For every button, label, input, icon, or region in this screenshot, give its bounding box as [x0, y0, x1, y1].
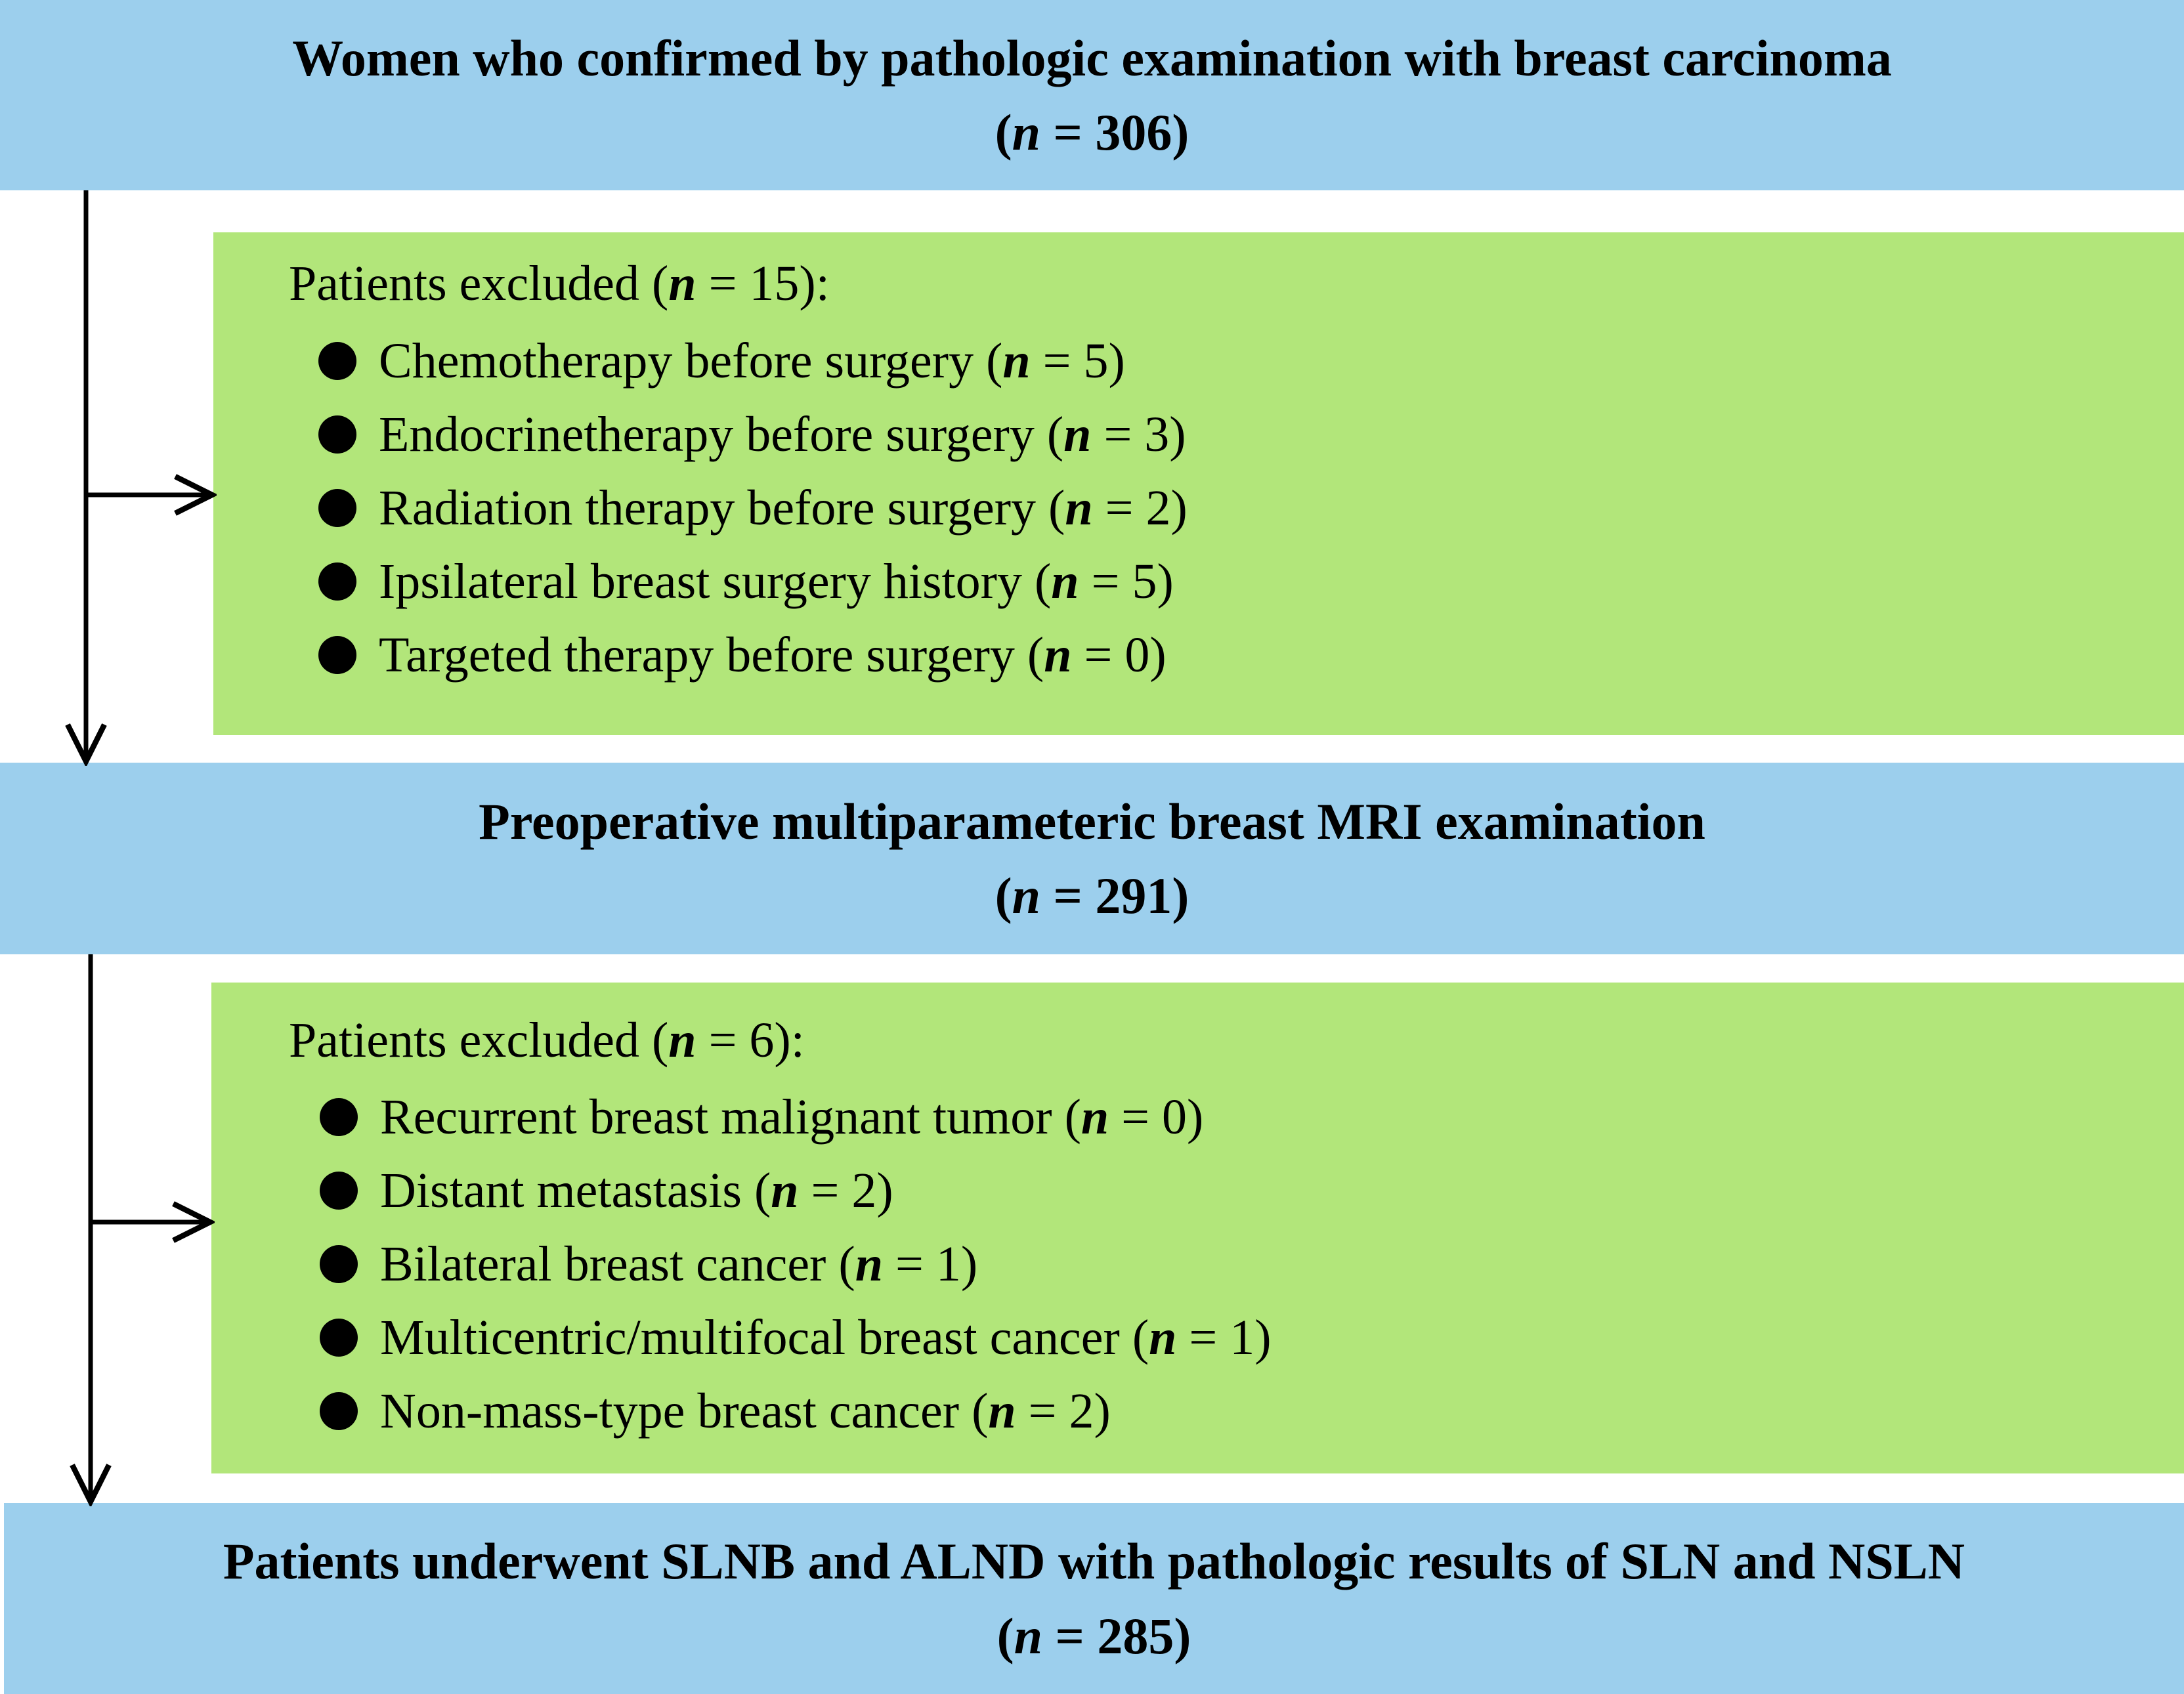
exclusion-item: Distant metastasis (n = 2) [320, 1166, 893, 1216]
bullet-icon [320, 1098, 358, 1136]
bullet-icon [318, 562, 356, 601]
exclusion-item-label: Chemotherapy before surgery (n = 5) [379, 333, 1125, 389]
exclusion-item: Multicentric/multifocal breast cancer (n… [320, 1313, 1272, 1363]
exclusion-title: Patients excluded (n = 6): [289, 1013, 805, 1068]
exclusion-item-label: Multicentric/multifocal breast cancer (n… [380, 1310, 1272, 1365]
stage-title: Patients underwent SLNB and ALND with pa… [223, 1533, 1965, 1590]
exclusion-item-label: Endocrinetherapy before surgery (n = 3) [379, 407, 1186, 462]
stage-box-final-cohort: Patients underwent SLNB and ALND with pa… [4, 1503, 2184, 1694]
bullet-icon [320, 1319, 358, 1357]
bullet-icon [318, 489, 356, 527]
bullet-icon [320, 1245, 358, 1283]
bullet-icon [318, 636, 356, 674]
exclusion-item-label: Targeted therapy before surgery (n = 0) [379, 627, 1167, 683]
exclusion-item: Non-mass-type breast cancer (n = 2) [320, 1386, 1111, 1436]
exclusion-item: Chemotherapy before surgery (n = 5) [318, 336, 1125, 386]
exclusion-item-label: Non-mass-type breast cancer (n = 2) [380, 1384, 1111, 1439]
bullet-icon [318, 342, 356, 380]
exclusion-item: Ipsilateral breast surgery history (n = … [318, 557, 1174, 606]
exclusion-item: Targeted therapy before surgery (n = 0) [318, 630, 1167, 680]
bullet-icon [320, 1172, 358, 1210]
exclusion-box-first: Patients excluded (n = 15): Chemotherapy… [213, 232, 2184, 735]
exclusion-item-label: Distant metastasis (n = 2) [380, 1163, 893, 1218]
exclusion-item: Radiation therapy before surgery (n = 2) [318, 483, 1188, 533]
bullet-icon [320, 1392, 358, 1430]
stage-count: (n = 285) [996, 1607, 1191, 1664]
exclusion-item-label: Bilateral breast cancer (n = 1) [380, 1237, 978, 1292]
exclusion-item: Recurrent breast malignant tumor (n = 0) [320, 1092, 1203, 1142]
stage-title: Preoperative multiparameteric breast MRI… [479, 792, 1705, 850]
stage-box-mri: Preoperative multiparameteric breast MRI… [0, 763, 2184, 954]
exclusion-title: Patients excluded (n = 15): [289, 256, 830, 311]
bullet-icon [318, 415, 356, 454]
stage-count: (n = 291) [995, 867, 1189, 924]
stage-count: (n = 306) [995, 104, 1189, 161]
stage-box-initial-cohort: Women who confirmed by pathologic examin… [0, 0, 2184, 190]
exclusion-item-label: Radiation therapy before surgery (n = 2) [379, 480, 1188, 536]
exclusion-item: Bilateral breast cancer (n = 1) [320, 1239, 977, 1289]
exclusion-box-second: Patients excluded (n = 6): Recurrent bre… [211, 983, 2184, 1473]
exclusion-item: Endocrinetherapy before surgery (n = 3) [318, 410, 1186, 459]
stage-title: Women who confirmed by pathologic examin… [292, 29, 1892, 87]
exclusion-item-label: Recurrent breast malignant tumor (n = 0) [380, 1090, 1204, 1145]
exclusion-item-label: Ipsilateral breast surgery history (n = … [379, 554, 1174, 609]
